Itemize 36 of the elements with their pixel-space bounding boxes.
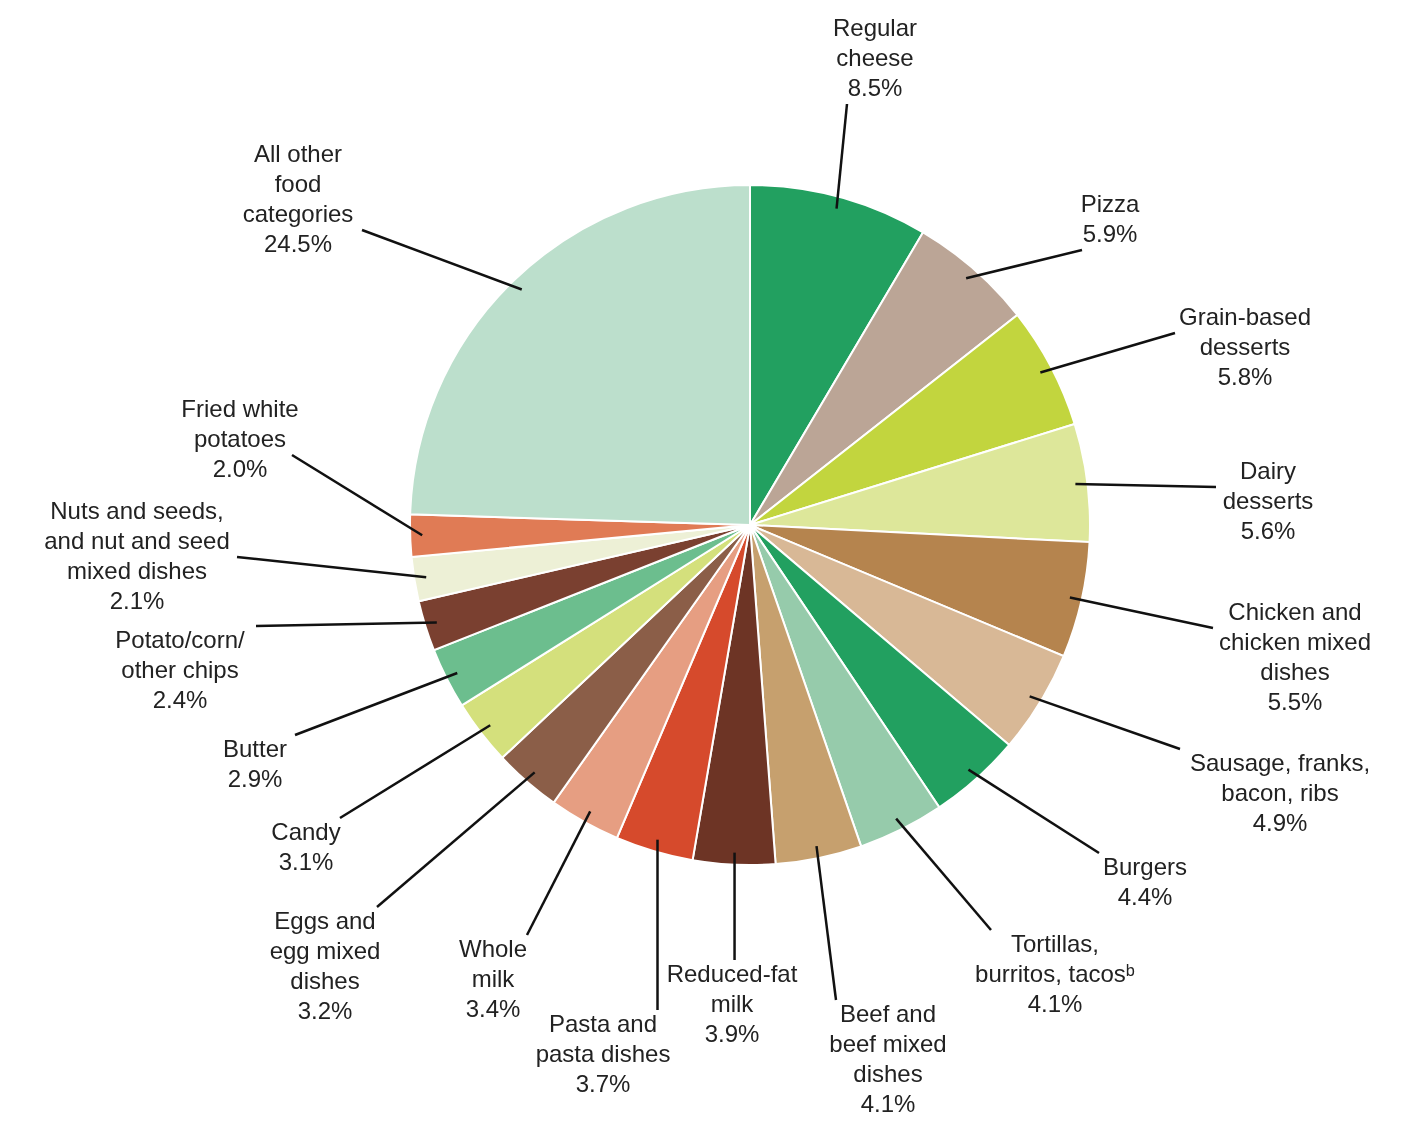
slice-label: Candy xyxy=(271,818,341,845)
data-label: 4.1% xyxy=(1027,990,1083,1017)
slice-label: Chicken and chicken mixed dishes xyxy=(1218,598,1372,685)
slice-label: Regular cheese xyxy=(832,14,918,71)
data-label: 24.5% xyxy=(263,230,333,257)
slice-label: Tortillas, burritos, tacosᵇ xyxy=(975,930,1135,987)
slice-label: Dairy desserts xyxy=(1222,457,1314,514)
slice-label: Grain-based desserts xyxy=(1178,303,1312,360)
data-label: 2.4% xyxy=(152,686,208,713)
data-label: 3.4% xyxy=(465,995,521,1022)
slice-label: Beef and beef mixed dishes xyxy=(829,1000,947,1087)
slice-label: All other food categories xyxy=(242,140,354,227)
data-label: 2.1% xyxy=(109,587,165,614)
data-label: 8.5% xyxy=(847,74,903,101)
data-label: 4.1% xyxy=(860,1090,916,1117)
slice-label: Fried white potatoes xyxy=(181,395,299,452)
slice-label: Pizza xyxy=(1080,190,1140,217)
data-label: 3.1% xyxy=(278,848,334,875)
data-label: 4.9% xyxy=(1252,809,1308,836)
slice-label: Sausage, franks, bacon, ribs xyxy=(1189,749,1371,806)
data-label: 3.7% xyxy=(575,1070,631,1097)
slice-label: Eggs and egg mixed dishes xyxy=(269,907,381,994)
data-label: 5.8% xyxy=(1217,363,1273,390)
data-label: 5.5% xyxy=(1267,688,1323,715)
slice-label: Whole milk xyxy=(458,935,528,992)
data-label: 3.2% xyxy=(297,997,353,1024)
slice-label: Potato/corn/ other chips xyxy=(115,626,246,683)
data-label: 3.9% xyxy=(704,1020,760,1047)
data-label: 4.4% xyxy=(1117,883,1173,910)
data-label: 2.9% xyxy=(227,765,283,792)
slice-label: Butter xyxy=(222,735,288,762)
data-label: 2.0% xyxy=(212,455,268,482)
slice-label: Nuts and seeds, and nut and seed mixed dishes xyxy=(44,497,230,584)
data-label: 5.9% xyxy=(1082,220,1138,247)
data-label: 5.6% xyxy=(1240,517,1296,544)
slice-label: Burgers xyxy=(1102,853,1188,880)
